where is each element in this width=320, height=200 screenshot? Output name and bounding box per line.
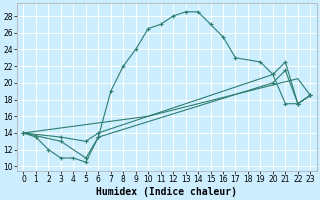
X-axis label: Humidex (Indice chaleur): Humidex (Indice chaleur) bbox=[96, 186, 237, 197]
